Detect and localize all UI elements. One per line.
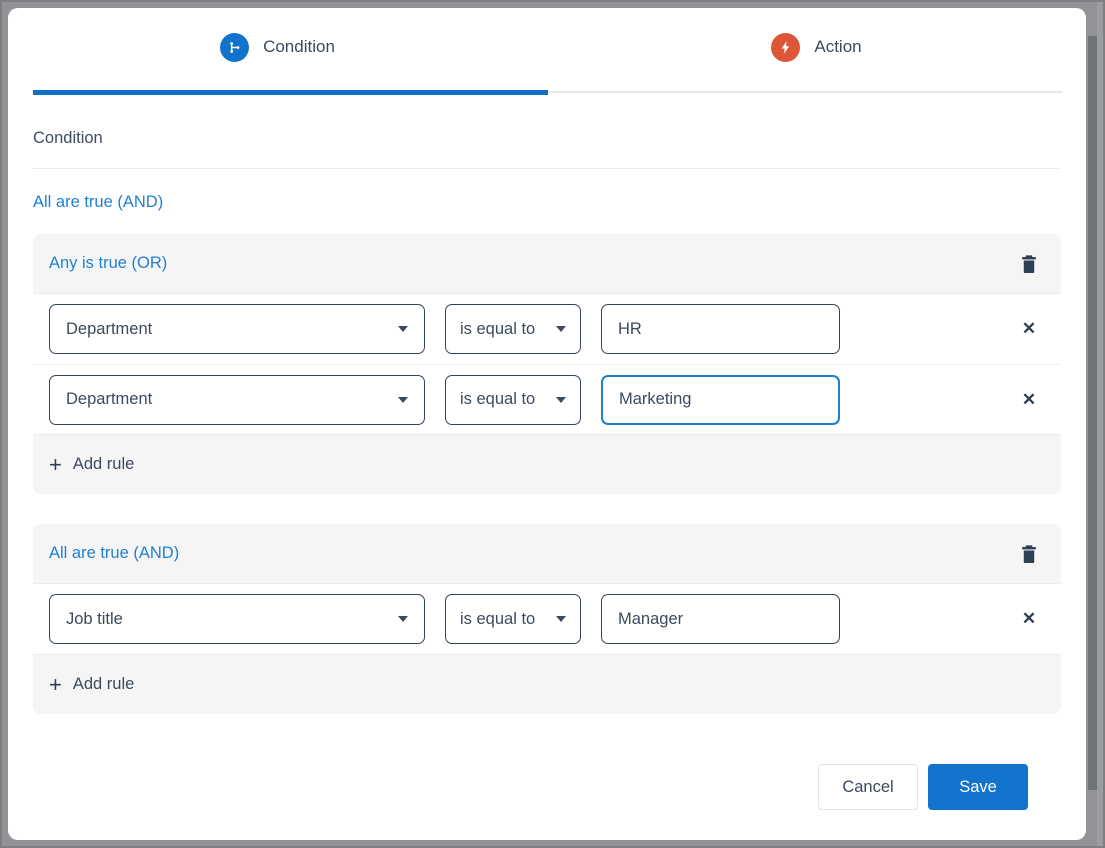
root-operator-link[interactable]: All are true (AND) [33, 193, 164, 211]
chevron-down-icon [398, 326, 408, 332]
value-input[interactable] [601, 594, 840, 644]
trash-icon [1022, 544, 1036, 563]
remove-rule-button[interactable]: ✕ [1015, 386, 1043, 414]
add-rule-button[interactable]: + Add rule [33, 434, 1061, 494]
rule-row: Department is equal to ✕ [33, 364, 1061, 434]
active-tab-indicator [33, 90, 548, 95]
field-select[interactable]: Department [49, 304, 425, 354]
dialog-footer: Cancel Save [33, 714, 1061, 810]
close-icon: ✕ [1021, 389, 1037, 409]
operator-select-value: is equal to [460, 390, 536, 408]
section-title: Condition [33, 129, 103, 147]
chevron-down-icon [398, 396, 408, 403]
chevron-down-icon [556, 326, 566, 332]
rule-row: Department is equal to ✕ [33, 294, 1061, 364]
scrollbar-thumb[interactable] [1088, 36, 1097, 790]
close-icon: ✕ [1021, 609, 1037, 628]
rule-row: Job title is equal to ✕ [33, 584, 1061, 654]
add-rule-button[interactable]: + Add rule [33, 654, 1061, 714]
tab-condition-label: Condition [263, 37, 335, 56]
group-2-header: All are true (AND) [33, 524, 1061, 584]
scrollbar-track[interactable] [1097, 0, 1105, 848]
field-select-value: Job title [66, 609, 123, 628]
divider [33, 168, 1061, 169]
group-2-rules: Job title is equal to ✕ [33, 584, 1061, 654]
operator-select[interactable]: is equal to [445, 374, 581, 425]
group-1-header: Any is true (OR) [33, 234, 1061, 294]
remove-rule-button[interactable]: ✕ [1015, 315, 1043, 343]
plus-icon: + [49, 451, 62, 477]
tab-condition[interactable]: Condition [8, 14, 547, 80]
close-icon: ✕ [1021, 319, 1037, 338]
chevron-down-icon [398, 616, 408, 622]
tab-action[interactable]: Action [547, 14, 1086, 80]
tab-action-label: Action [814, 37, 862, 56]
chevron-down-icon [556, 616, 566, 622]
group-1-rules: Department is equal to ✕ Department [33, 294, 1061, 434]
condition-group-2: All are true (AND) Job title [33, 524, 1061, 714]
operator-select-value: is equal to [460, 609, 536, 628]
value-input[interactable] [601, 374, 840, 425]
remove-rule-button[interactable]: ✕ [1015, 605, 1043, 633]
add-rule-label: Add rule [72, 455, 135, 473]
trash-icon [1022, 254, 1036, 273]
field-select-value: Department [66, 319, 153, 338]
group-2-operator-link[interactable]: All are true (AND) [49, 544, 180, 562]
group-1-operator-link[interactable]: Any is true (OR) [49, 254, 168, 272]
chevron-down-icon [556, 396, 566, 403]
field-select[interactable]: Job title [49, 594, 425, 644]
condition-group-1: Any is true (OR) Department [33, 234, 1061, 494]
inactive-tab-indicator [548, 91, 1063, 93]
value-input[interactable] [601, 304, 840, 354]
operator-select[interactable]: is equal to [445, 594, 581, 644]
save-button[interactable]: Save [928, 764, 1028, 810]
lightning-icon [771, 32, 801, 62]
delete-group-2-button[interactable] [1015, 540, 1043, 568]
rule-builder-dialog: Condition Action Condition All are true … [8, 8, 1086, 840]
tab-bar: Condition Action [8, 8, 1086, 80]
branch-icon [220, 32, 250, 62]
tab-underline [33, 90, 1063, 95]
operator-select[interactable]: is equal to [445, 304, 581, 354]
operator-select-value: is equal to [460, 319, 536, 338]
field-select-value: Department [66, 390, 153, 408]
plus-icon: + [49, 671, 62, 697]
field-select[interactable]: Department [49, 374, 425, 425]
add-rule-label: Add rule [72, 675, 135, 693]
delete-group-1-button[interactable] [1015, 250, 1043, 278]
cancel-button[interactable]: Cancel [818, 764, 918, 810]
